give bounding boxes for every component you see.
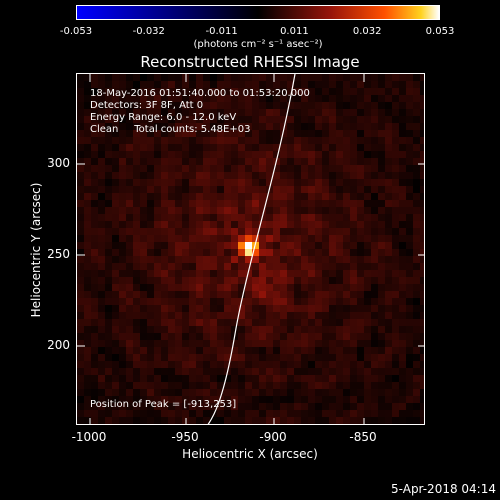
colorbar <box>76 5 440 20</box>
x-tick-label: -900 <box>259 430 287 444</box>
image-plot: 18-May-2016 01:51:40.000 to 01:53:20.000… <box>76 73 425 425</box>
x-tick-label: -950 <box>171 430 199 444</box>
info-energy: Energy Range: 6.0 - 12.0 keV <box>90 112 237 123</box>
y-tick-label: 300 <box>47 156 70 170</box>
info-detectors: Detectors: 3F 8F, Att 0 <box>90 100 204 111</box>
x-tick-label: -1000 <box>71 430 107 444</box>
x-axis-label: Heliocentric X (arcsec) <box>182 447 318 461</box>
y-tick-label: 250 <box>47 247 70 261</box>
axis-ticks <box>77 74 424 424</box>
colorbar-tick-label: 0.011 <box>280 26 309 37</box>
image-title: Reconstructed RHESSI Image <box>140 53 360 71</box>
colorbar-units: (photons cm⁻² s⁻¹ asec⁻²) <box>193 39 323 50</box>
colorbar-tick-label: -0.011 <box>205 26 238 37</box>
rhessi-image <box>77 74 424 424</box>
y-axis-label: Heliocentric Y (arcsec) <box>29 182 43 318</box>
info-time: 18-May-2016 01:51:40.000 to 01:53:20.000 <box>90 88 310 99</box>
info-peak: Position of Peak = [-913,253] <box>90 399 237 410</box>
image-pixels <box>77 74 424 424</box>
x-tick-label: -850 <box>349 430 377 444</box>
colorbar-tick-label: 0.053 <box>425 26 455 37</box>
colorbar-tick-label: -0.053 <box>59 26 93 37</box>
y-tick-label: 200 <box>47 338 70 352</box>
solar-limb <box>207 74 296 424</box>
info-clean: Clean Total counts: 5.48E+03 <box>90 124 251 135</box>
colorbar-tick-label: -0.032 <box>132 26 165 37</box>
colorbar-tick-label: 0.032 <box>352 26 382 37</box>
footer-timestamp: 5-Apr-2018 04:14 <box>391 482 496 496</box>
